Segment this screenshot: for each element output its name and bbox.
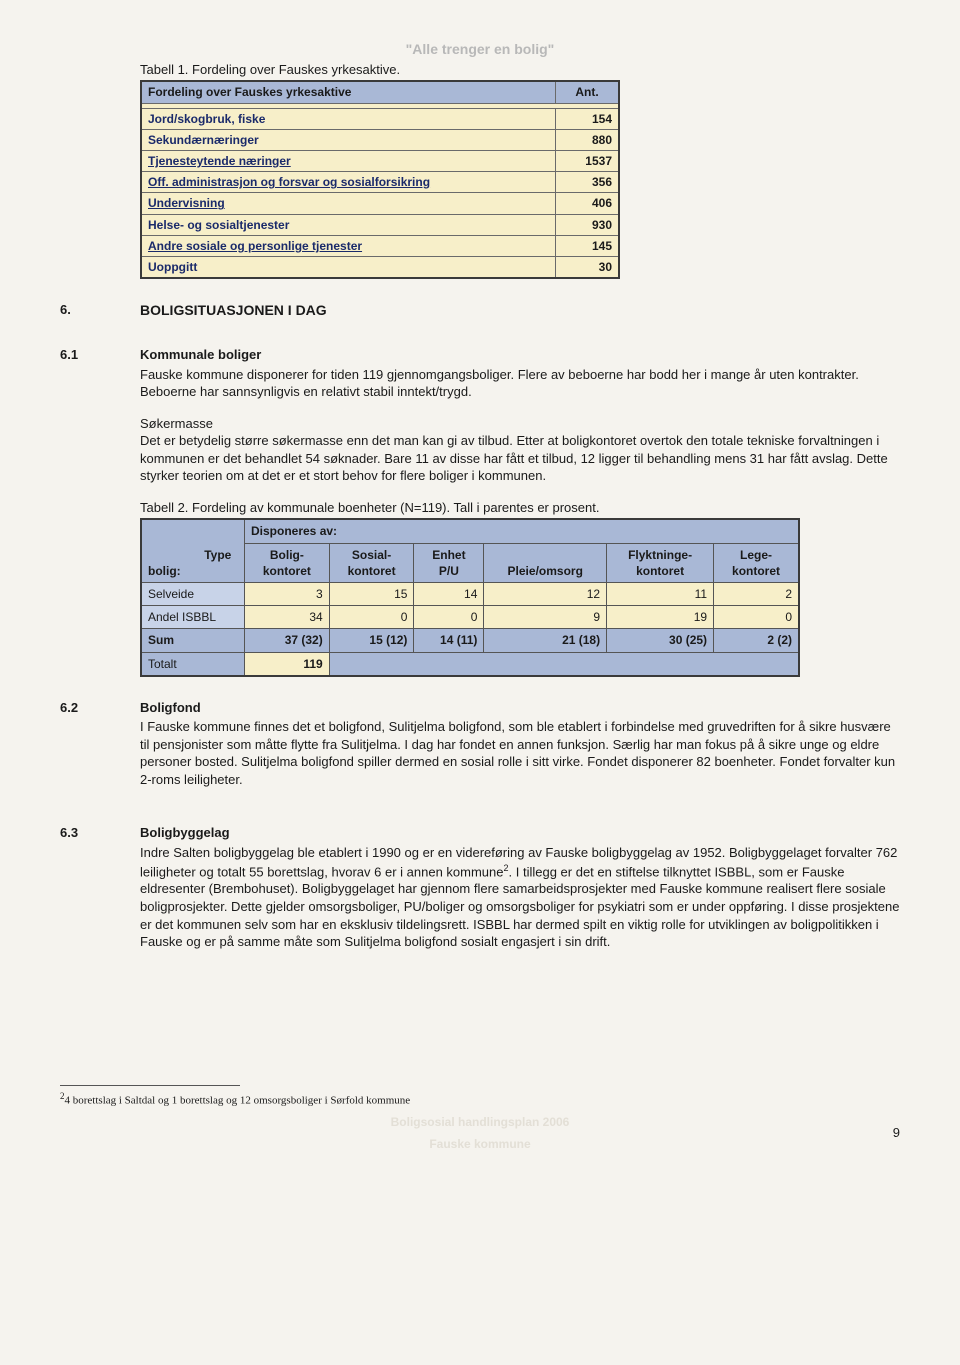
t1-r6-val: 145	[556, 235, 620, 256]
t2-type-label: bolig:	[148, 564, 181, 578]
table1: Fordeling over Fauskes yrkesaktive Ant. …	[140, 80, 620, 279]
t2-r1-c2: 0	[414, 606, 484, 629]
footnote: 24 borettslag i Saltdal og 1 borettslag …	[60, 1090, 900, 1109]
t2-r0-c4: 11	[607, 582, 714, 605]
t2-sum-c2: 14 (11)	[414, 629, 484, 652]
t1-r3-val: 356	[556, 172, 620, 193]
sec61-title: Kommunale boliger	[140, 346, 900, 364]
t2-r1-c4: 19	[607, 606, 714, 629]
t1-r4-label: Undervisning	[141, 193, 556, 214]
t2-r1-c1: 0	[329, 606, 414, 629]
header-quote: "Alle trenger en bolig"	[60, 40, 900, 59]
sec6-title: BOLIGSITUASJONEN I DAG	[140, 301, 900, 320]
t1-r2-val: 1537	[556, 151, 620, 172]
t1-r0-val: 154	[556, 108, 620, 129]
sec6-num: 6.	[60, 301, 140, 324]
section-6-2: 6.2 Boligfond I Fauske kommune finnes de…	[60, 699, 900, 803]
table1-caption: Tabell 1. Fordeling over Fauskes yrkesak…	[140, 61, 900, 79]
sec63-title: Boligbyggelag	[140, 824, 900, 842]
section-6-1: 6.1 Kommunale boliger Fauske kommune dis…	[60, 346, 900, 677]
t2-sum-label: Sum	[141, 629, 245, 652]
sec61-num: 6.1	[60, 346, 140, 677]
t2-col4: Flyktninge-kontoret	[607, 543, 714, 582]
t2-r1-c5: 0	[714, 606, 799, 629]
t2-sum-c4: 30 (25)	[607, 629, 714, 652]
footnote-separator	[60, 1085, 240, 1086]
sec61-para1: Fauske kommune disponerer for tiden 119 …	[140, 366, 900, 401]
t2-totalt-label: Totalt	[141, 652, 245, 676]
t2-r0-c2: 14	[414, 582, 484, 605]
table2-caption: Tabell 2. Fordeling av kommunale boenhet…	[140, 499, 900, 517]
t2-r0-c5: 2	[714, 582, 799, 605]
t2-r0-c3: 12	[484, 582, 607, 605]
t2-col0: Bolig-kontoret	[245, 543, 330, 582]
t1-r1-val: 880	[556, 129, 620, 150]
t1-r0-label: Jord/skogbruk, fiske	[141, 108, 556, 129]
table2: Type bolig: Disponeres av: Bolig-kontore…	[140, 518, 800, 676]
t1-r7-val: 30	[556, 256, 620, 278]
t2-r1-c0: 34	[245, 606, 330, 629]
sec63-num: 6.3	[60, 824, 140, 964]
t2-sum-c0: 37 (32)	[245, 629, 330, 652]
t2-col3: Pleie/omsorg	[484, 543, 607, 582]
section-6-3: 6.3 Boligbyggelag Indre Salten boligbygg…	[60, 824, 900, 964]
section-6: 6. BOLIGSITUASJONEN I DAG	[60, 301, 900, 324]
table1-header-label: Fordeling over Fauskes yrkesaktive	[141, 81, 556, 103]
t2-totalt-val: 119	[245, 652, 330, 676]
t2-sum-c1: 15 (12)	[329, 629, 414, 652]
t2-sum-c3: 21 (18)	[484, 629, 607, 652]
t2-r1-c3: 9	[484, 606, 607, 629]
t1-r4-val: 406	[556, 193, 620, 214]
t1-r5-val: 930	[556, 214, 620, 235]
t1-r1-label: Sekundærnæringer	[141, 129, 556, 150]
t2-sum-c5: 2 (2)	[714, 629, 799, 652]
sec63-para: Indre Salten boligbyggelag ble etablert …	[140, 844, 900, 951]
t1-r3-label: Off. administrasjon og forsvar og sosial…	[141, 172, 556, 193]
t2-col1: Sosial-kontoret	[329, 543, 414, 582]
t2-col5: Lege-kontoret	[714, 543, 799, 582]
t2-disp-label: Disponeres av:	[245, 519, 800, 543]
t1-r7-label: Uoppgitt	[141, 256, 556, 278]
sec62-num: 6.2	[60, 699, 140, 803]
sec61-para2: Det er betydelig større søkermasse enn d…	[140, 433, 888, 483]
t2-r1-label: Andel ISBBL	[141, 606, 245, 629]
sec62-para: I Fauske kommune finnes det et boligfond…	[140, 718, 900, 788]
t2-r0-label: Selveide	[141, 582, 245, 605]
t1-r5-label: Helse- og sosialtjenester	[141, 214, 556, 235]
sec61-subtitle2: Søkermasse	[140, 416, 213, 431]
t2-r0-c1: 15	[329, 582, 414, 605]
t2-col2: EnhetP/U	[414, 543, 484, 582]
t2-r0-c0: 3	[245, 582, 330, 605]
sec62-title: Boligfond	[140, 699, 900, 717]
table1-header-count: Ant.	[556, 81, 620, 103]
t1-r2-label: Tjenesteytende næringer	[141, 151, 556, 172]
t1-r6-label: Andre sosiale og personlige tjenester	[141, 235, 556, 256]
